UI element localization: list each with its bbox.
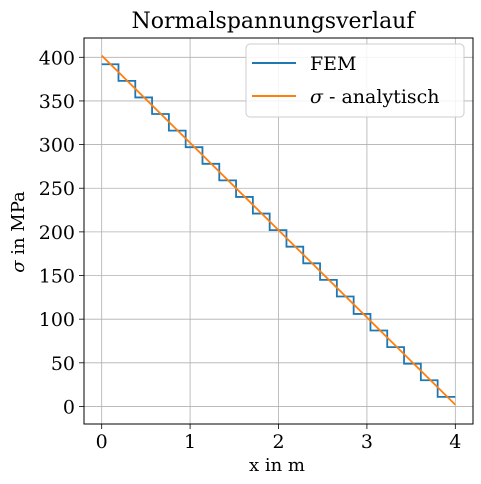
y-tick-label: 300 (39, 135, 75, 157)
y-tick-label: 350 (39, 91, 75, 113)
x-axis-ticks: 0 1 2 3 4 (96, 424, 461, 453)
legend-label-fem: FEM (310, 53, 357, 75)
y-tick-label: 100 (39, 309, 75, 331)
y-tick-label: 50 (51, 353, 75, 375)
y-axis-label-text: in MPa (8, 191, 29, 261)
legend-label-analytic-symbol: σ (310, 86, 324, 108)
chart-title: Normalspannungsverlauf (132, 9, 417, 34)
x-tick-label: 1 (184, 431, 196, 453)
legend-label-analytic: σ - analytisch (310, 86, 440, 108)
x-axis-label: x in m (249, 455, 305, 476)
series-layer (101, 54, 456, 406)
y-axis-label: σ in MPa (8, 191, 29, 273)
y-tick-label: 400 (39, 47, 75, 69)
y-tick-label: 0 (63, 396, 75, 418)
x-tick-label: 0 (96, 431, 108, 453)
legend-box (245, 43, 465, 118)
series-analytic-line (101, 54, 456, 406)
y-tick-label: 150 (39, 266, 75, 288)
y-tick-label: 200 (39, 222, 75, 244)
x-tick-label: 3 (361, 431, 373, 453)
axes-frame (83, 37, 474, 425)
x-tick-label: 4 (449, 431, 461, 453)
y-axis-ticks: 0 50 100 150 200 250 300 350 400 (39, 47, 84, 418)
legend-label-analytic-text: - analytisch (323, 86, 440, 108)
x-tick-label: 2 (272, 431, 284, 453)
legend: FEM σ - analytisch (245, 43, 465, 118)
y-tick-label: 250 (39, 178, 75, 200)
y-axis-label-symbol: σ (8, 260, 29, 273)
